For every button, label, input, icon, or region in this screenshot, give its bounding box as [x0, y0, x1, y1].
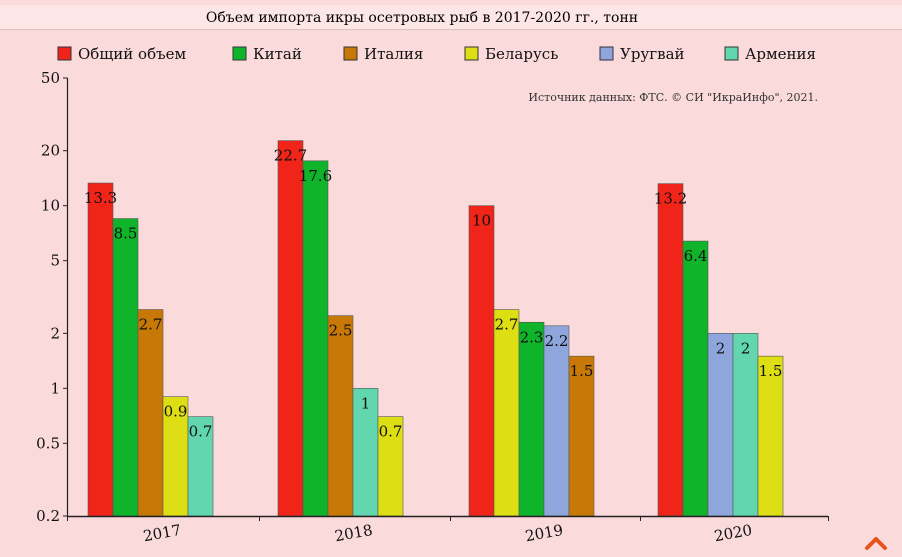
legend-swatch [57, 46, 72, 61]
bar [112, 218, 139, 517]
legend-label: Китай [253, 45, 302, 63]
legend-swatch [464, 46, 479, 61]
bar-value-label: 1.5 [759, 362, 783, 380]
bar-value-label: 2 [716, 339, 726, 357]
bar [352, 388, 379, 517]
bar-value-label: 13.3 [84, 189, 117, 207]
y-tick-label: 0.2 [36, 507, 60, 525]
bar [137, 309, 164, 517]
bar-value-label: 22.7 [274, 147, 307, 165]
bar-value-label: 0.9 [164, 403, 188, 421]
bar [277, 140, 304, 517]
y-tick-label: 20 [41, 142, 60, 160]
bar [493, 309, 520, 517]
bar [732, 333, 759, 517]
bar-value-label: 17.6 [299, 167, 332, 185]
bar-value-label: 2.3 [520, 328, 544, 346]
scroll-top-button[interactable] [862, 533, 890, 553]
bar-value-label: 1 [361, 394, 371, 412]
legend-swatch [232, 46, 247, 61]
chevron-up-icon [865, 537, 887, 550]
legend-label: Общий объем [78, 45, 187, 63]
y-tick-label: 1 [50, 379, 60, 397]
bar [568, 355, 595, 517]
bar-value-label: 1.5 [570, 362, 594, 380]
legend-label: Армения [745, 45, 816, 63]
bar-value-label: 13.2 [654, 190, 687, 208]
legend-label: Италия [364, 45, 423, 63]
chart-title: Объем импорта икры осетровых рыб в 2017-… [206, 10, 638, 26]
y-tick-label: 0.5 [36, 434, 60, 452]
legend-label: Уругвай [620, 45, 685, 63]
bar [757, 355, 784, 517]
legend-swatch [343, 46, 358, 61]
bar [377, 416, 404, 517]
bar-value-label: 2.7 [139, 316, 163, 334]
bar [87, 182, 114, 517]
bar-value-label: 8.5 [114, 225, 138, 243]
bar [543, 325, 570, 517]
bar-value-label: 6.4 [684, 247, 708, 265]
bar [162, 396, 189, 517]
bar [657, 183, 684, 517]
bar [187, 416, 214, 517]
bar [302, 160, 329, 517]
bar [468, 205, 495, 517]
bar-value-label: 0.7 [379, 423, 403, 441]
bar [327, 315, 354, 517]
bar-value-label: 2 [741, 339, 751, 357]
bar-value-label: 10 [472, 212, 491, 230]
bar-value-label: 0.7 [189, 423, 213, 441]
bar-value-label: 2.2 [545, 332, 569, 350]
bar [682, 240, 709, 517]
bar [707, 333, 734, 517]
y-axis: 50 20 10 5 2 1 0.5 0.2 [36, 69, 69, 525]
legend-label: Беларусь [485, 45, 558, 63]
y-tick-label: 5 [50, 252, 60, 270]
y-tick-label: 50 [41, 69, 60, 87]
title-bar [0, 5, 902, 29]
y-tick-label: 10 [41, 197, 60, 215]
source-note: Источник данных: ФТС. © СИ "ИкраИнфо", 2… [528, 91, 818, 104]
legend: Общий объем Китай Италия Беларусь Уругвай Арм… [57, 45, 816, 63]
bar-value-label: 2.7 [495, 316, 519, 334]
legend-swatch [599, 46, 614, 61]
y-tick-label: 2 [50, 324, 60, 342]
bar-value-label: 2.5 [329, 322, 353, 340]
bar [518, 321, 545, 517]
legend-swatch [724, 46, 739, 61]
